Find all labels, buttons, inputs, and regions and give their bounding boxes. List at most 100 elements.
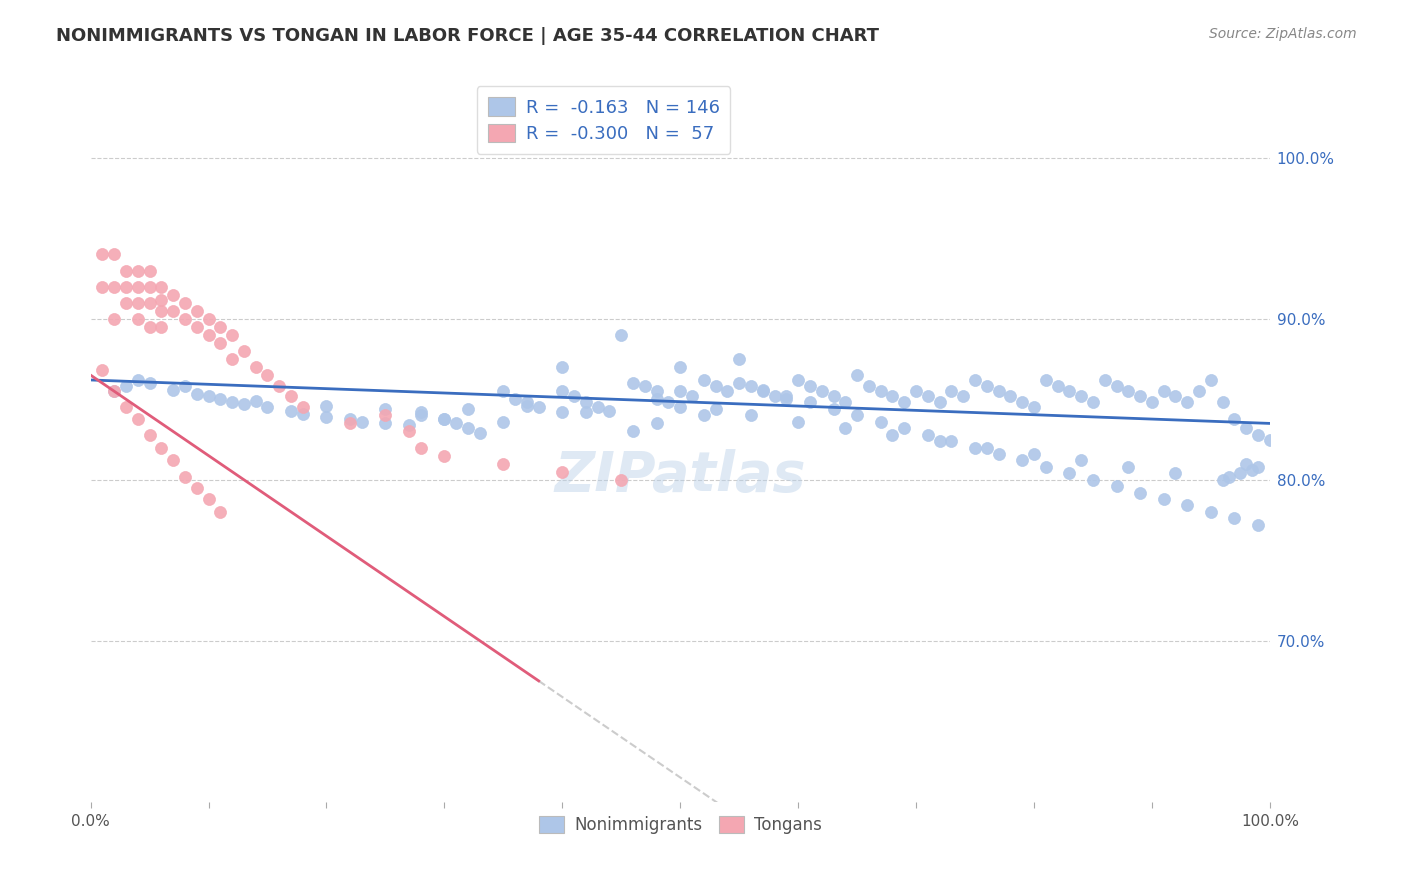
Point [1046,379,1069,393]
Point [115,295,138,310]
Point [787,373,810,387]
Point [893,395,915,409]
Point [1035,373,1057,387]
Point [115,279,138,293]
Point [669,360,692,375]
Point [291,401,314,415]
Point [398,417,420,432]
Point [162,303,184,318]
Point [976,441,998,455]
Point [174,379,197,393]
Point [928,434,950,449]
Point [115,401,138,415]
Point [1212,473,1234,487]
Point [174,295,197,310]
Legend: Nonimmigrants, Tongans: Nonimmigrants, Tongans [529,805,831,844]
Point [752,384,775,399]
Point [174,311,197,326]
Point [1247,517,1270,532]
Point [103,279,125,293]
Point [1223,411,1246,425]
Point [963,441,986,455]
Point [492,457,515,471]
Point [928,395,950,409]
Point [1059,467,1081,481]
Point [186,481,208,495]
Point [115,379,138,393]
Point [516,395,538,409]
Point [728,376,751,391]
Point [409,405,432,419]
Point [1229,467,1251,481]
Point [221,352,243,367]
Point [127,373,149,387]
Point [810,384,832,399]
Point [103,384,125,399]
Point [409,441,432,455]
Point [1241,463,1264,477]
Point [1153,491,1175,506]
Point [1164,467,1187,481]
Point [917,427,939,442]
Point [457,421,479,435]
Point [162,383,184,397]
Point [245,393,267,408]
Point [1011,453,1033,467]
Point [1175,395,1198,409]
Point [221,327,243,342]
Point [1234,457,1257,471]
Point [339,411,361,425]
Point [339,417,361,431]
Point [728,352,751,367]
Point [740,409,762,423]
Point [586,401,609,415]
Point [1000,389,1022,403]
Point [444,417,467,431]
Point [209,335,232,350]
Point [621,376,644,391]
Point [209,319,232,334]
Point [315,399,337,413]
Point [138,279,160,293]
Text: NONIMMIGRANTS VS TONGAN IN LABOR FORCE | AGE 35-44 CORRELATION CHART: NONIMMIGRANTS VS TONGAN IN LABOR FORCE |… [56,27,879,45]
Point [598,403,620,417]
Point [91,247,114,261]
Point [245,360,267,375]
Point [1022,401,1045,415]
Point [1116,459,1139,474]
Point [551,465,574,479]
Point [138,376,160,391]
Point [374,409,396,423]
Point [882,389,904,403]
Point [138,263,160,277]
Point [846,409,869,423]
Point [1105,479,1128,493]
Point [1258,433,1281,447]
Point [1011,395,1033,409]
Point [1247,459,1270,474]
Point [1199,373,1222,387]
Point [693,409,716,423]
Point [103,247,125,261]
Point [197,311,219,326]
Point [1218,469,1240,483]
Point [941,434,963,449]
Point [1059,384,1081,399]
Point [704,401,727,416]
Point [1094,373,1116,387]
Point [775,389,797,403]
Point [823,401,845,416]
Point [162,287,184,301]
Point [551,384,574,399]
Point [1140,395,1163,409]
Point [657,395,679,409]
Point [610,327,633,342]
Point [291,407,314,421]
Point [823,389,845,403]
Point [1234,421,1257,435]
Point [150,303,173,318]
Point [976,379,998,393]
Point [693,373,716,387]
Point [433,411,456,425]
Point [197,389,219,403]
